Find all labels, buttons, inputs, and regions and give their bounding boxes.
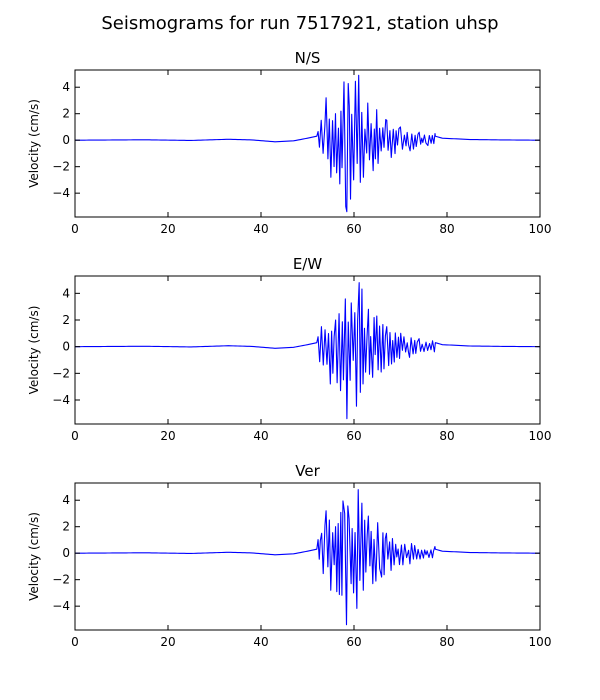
y-tick-label: −4 — [52, 186, 70, 200]
x-tick-label: 80 — [439, 222, 454, 236]
x-tick-label: 100 — [529, 635, 552, 649]
y-tick-label: −2 — [52, 366, 70, 380]
x-tick-label: 0 — [71, 635, 79, 649]
series-line — [75, 282, 540, 420]
x-tick-label: 0 — [71, 222, 79, 236]
y-tick-label: 4 — [62, 493, 70, 507]
y-tick-label: −4 — [52, 599, 70, 613]
series-line — [75, 489, 540, 626]
x-tick-label: 80 — [439, 635, 454, 649]
y-axis-label: Velocity (cm/s) — [27, 99, 41, 188]
y-tick-label: 0 — [62, 133, 70, 147]
panel-title: Ver — [295, 462, 320, 480]
x-tick-label: 60 — [346, 429, 361, 443]
panel-1: N/S 0 20 40 60 80 100 −4 −2 0 2 4 Velocity (cm/s) — [27, 49, 551, 236]
panel-3: Ver 0 20 40 60 80 100 −4 −2 0 2 4 Velocity (cm/s) — [27, 462, 551, 649]
y-tick-label: 0 — [62, 340, 70, 354]
y-tick-label: −2 — [52, 160, 70, 174]
x-tick-label: 100 — [529, 222, 552, 236]
plot-frame — [74, 482, 541, 631]
y-tick-label: 2 — [62, 107, 70, 121]
x-tick-label: 0 — [71, 429, 79, 443]
figure-title: Seismograms for run 7517921, station uhs… — [101, 13, 498, 34]
x-tick-label: 20 — [160, 429, 175, 443]
y-tick-label: 4 — [62, 80, 70, 94]
series-line — [75, 74, 540, 213]
panel-2: E/W 0 20 40 60 80 100 −4 −2 0 2 4 Velocity (cm/s) — [27, 255, 551, 443]
y-axis-label: Velocity (cm/s) — [27, 512, 41, 601]
y-tick-label: 4 — [62, 286, 70, 300]
y-tick-label: −2 — [52, 573, 70, 587]
x-tick-label: 80 — [439, 429, 454, 443]
x-tick-label: 20 — [160, 222, 175, 236]
y-tick-label: 0 — [62, 546, 70, 560]
x-tick-label: 100 — [529, 429, 552, 443]
y-tick-label: 2 — [62, 520, 70, 534]
x-tick-label: 40 — [253, 635, 268, 649]
x-tick-label: 60 — [346, 635, 361, 649]
x-tick-label: 60 — [346, 222, 361, 236]
y-tick-label: 2 — [62, 313, 70, 327]
y-tick-label: −4 — [52, 393, 70, 407]
plot-frame — [74, 275, 541, 425]
panel-title: E/W — [293, 255, 323, 273]
x-tick-label: 40 — [253, 429, 268, 443]
panel-title: N/S — [295, 49, 321, 67]
plot-frame — [74, 69, 541, 218]
x-tick-label: 40 — [253, 222, 268, 236]
x-tick-label: 20 — [160, 635, 175, 649]
y-axis-label: Velocity (cm/s) — [27, 306, 41, 395]
